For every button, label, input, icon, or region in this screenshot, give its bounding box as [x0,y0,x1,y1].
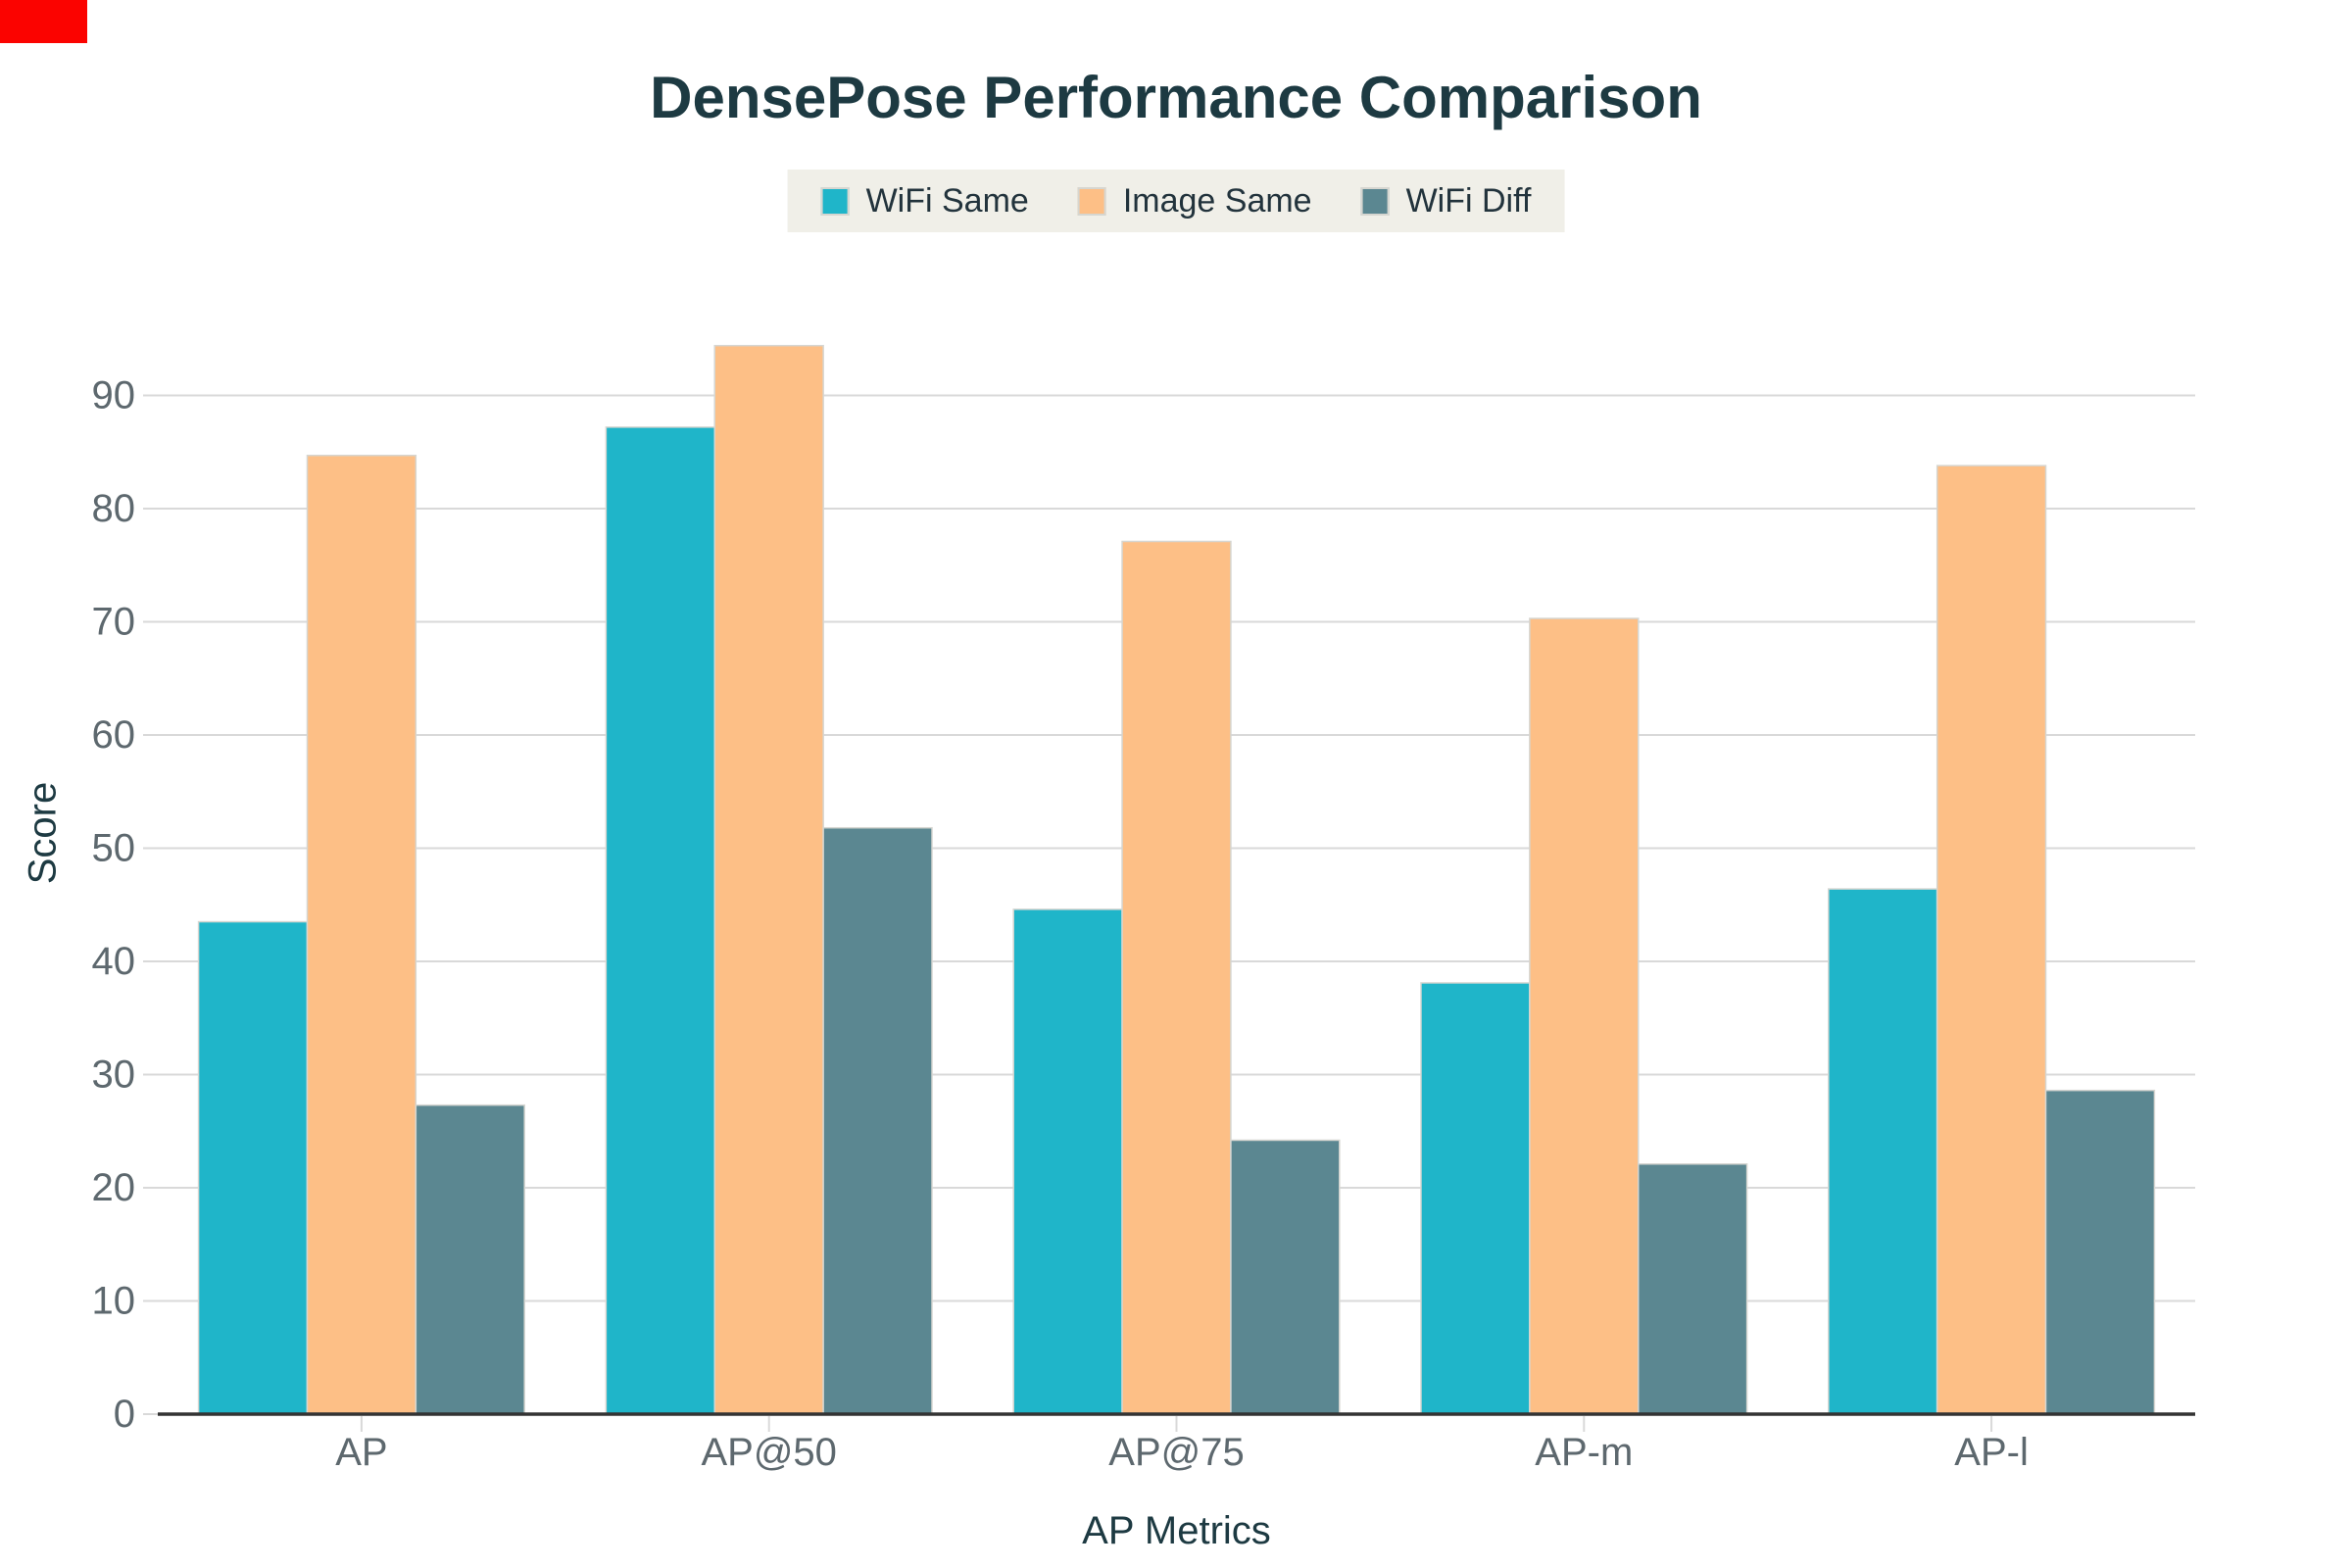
legend-swatch-image-same [1077,186,1106,216]
y-tick-label-0: 0 [114,1393,135,1436]
category-label-ap-75: AP@75 [1108,1431,1244,1474]
category-label-ap: AP [335,1431,387,1474]
legend-swatch-wifi-diff [1360,186,1390,216]
x-axis-label: AP Metrics [1082,1509,1271,1552]
bar-wifi-diff-ap-l [2044,1089,2156,1415]
bar-wifi-diff-ap-75 [1230,1139,1341,1415]
y-tick-label-10: 10 [92,1280,136,1323]
bar-wifi-diff-ap-50 [822,826,933,1415]
red-corner-marker [0,0,87,43]
legend-swatch-wifi-same [820,186,850,216]
category-label-ap-l: AP-l [1954,1431,2029,1474]
bar-wifi-same-ap-50 [605,426,716,1415]
legend-label: Image Same [1122,181,1312,220]
bar-wifi-diff-ap-m [1637,1162,1748,1415]
bar-wifi-same-ap-l [1828,888,1938,1415]
category-label-ap-m: AP-m [1535,1431,1633,1474]
y-tick-label-30: 30 [92,1054,136,1097]
y-tick-label-80: 80 [92,487,136,530]
bar-wifi-same-ap-75 [1012,908,1123,1415]
bar-image-same-ap-50 [713,344,824,1415]
bar-wifi-same-ap [197,920,309,1415]
y-tick-label-20: 20 [92,1166,136,1209]
y-tick-label-50: 50 [92,827,136,870]
legend-item-image-same[interactable]: Image Same [1077,181,1312,220]
legend-label: WiFi Same [865,181,1029,220]
bar-image-same-ap-m [1529,617,1640,1415]
category-label-ap-50: AP@50 [701,1431,836,1474]
bar-wifi-diff-ap [415,1103,525,1415]
chart-title: DensePose Performance Comparison [650,65,1702,130]
y-tick-label-70: 70 [92,601,136,644]
legend-label: WiFi Diff [1405,181,1532,220]
y-axis-label: Score [21,781,65,885]
bar-image-same-ap-l [1936,465,2047,1415]
y-tick-label-40: 40 [92,940,136,983]
y-tick-label-90: 90 [92,374,136,417]
legend-item-wifi-same[interactable]: WiFi Same [820,181,1029,220]
bar-image-same-ap-75 [1121,540,1232,1415]
y-tick-label-60: 60 [92,713,136,757]
legend: WiFi Same Image Same WiFi Diff [787,170,1565,232]
bar-image-same-ap [306,454,417,1415]
bar-wifi-same-ap-m [1420,982,1531,1415]
legend-item-wifi-diff[interactable]: WiFi Diff [1360,181,1532,220]
